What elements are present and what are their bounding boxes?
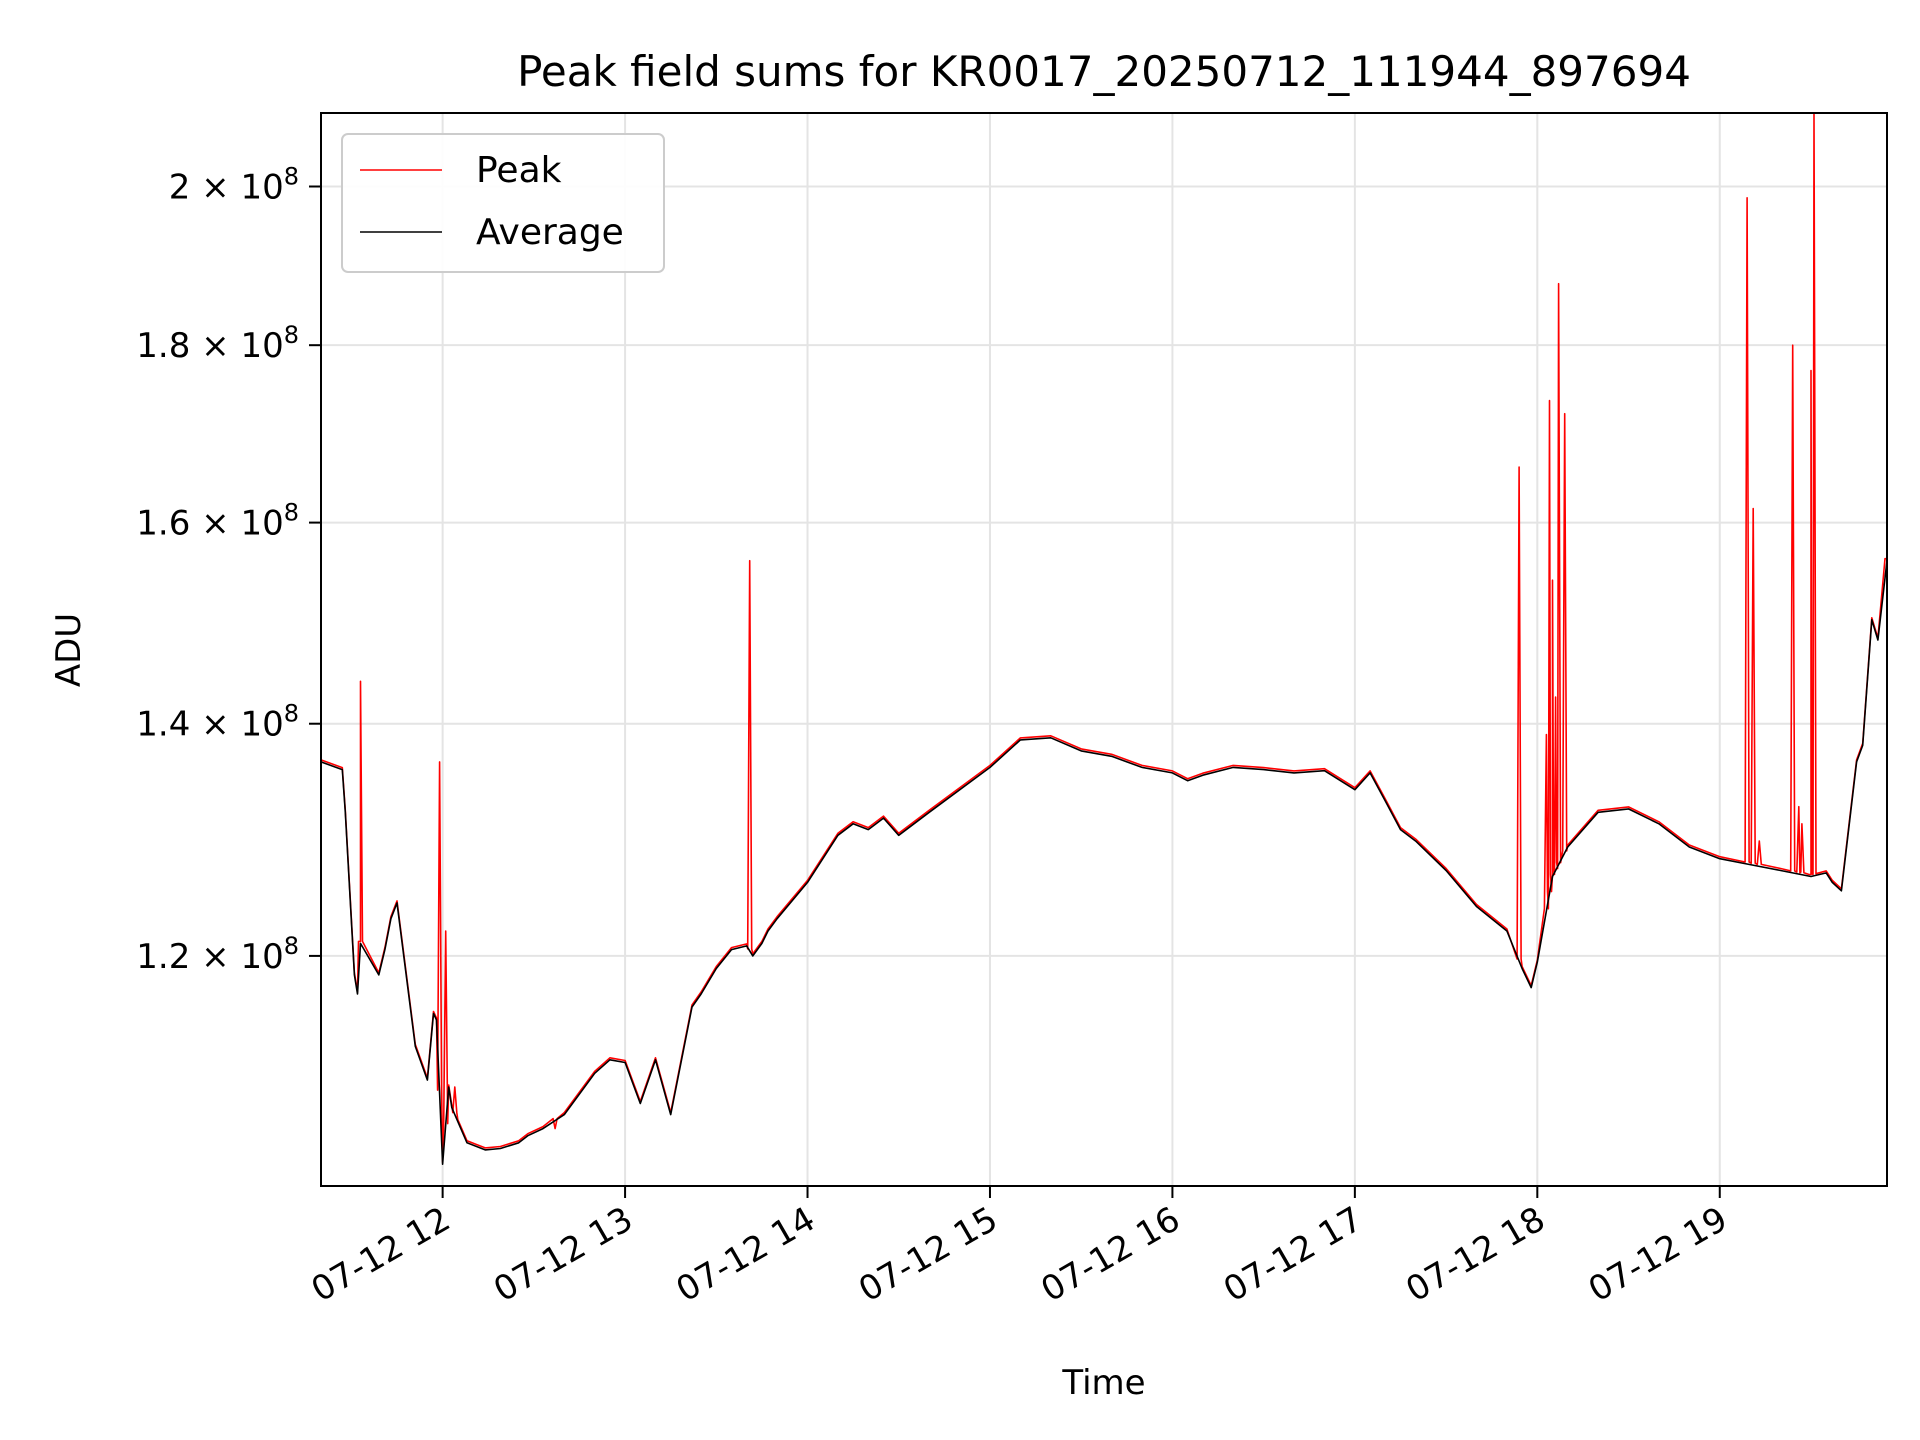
legend-label-average: Average: [476, 212, 624, 253]
legend: Peak Average: [341, 133, 665, 273]
series-line-average: [321, 560, 1887, 1165]
chart-title: Peak field sums for KR0017_20250712_1119…: [517, 47, 1691, 96]
y-tick-label: 1.6 × 108: [136, 499, 299, 544]
legend-box: [341, 133, 665, 273]
y-tick-label: 1.2 × 108: [136, 932, 299, 977]
legend-label-peak: Peak: [476, 150, 562, 191]
y-tick-label: 2 × 108: [169, 162, 299, 207]
y-tick-label: 1.4 × 108: [136, 700, 299, 745]
x-axis-label: Time: [1061, 1363, 1145, 1403]
plot-frame: [320, 112, 1888, 1187]
y-tick-label: 1.8 × 108: [136, 321, 299, 366]
plot-series: [321, 113, 1887, 1165]
y-axis-label: ADU: [49, 613, 89, 687]
grid: [321, 113, 1887, 1186]
